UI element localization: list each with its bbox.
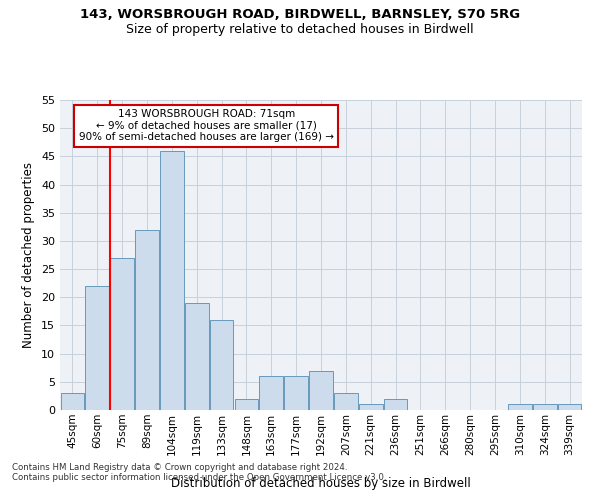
Text: Contains public sector information licensed under the Open Government Licence v3: Contains public sector information licen… [12, 474, 386, 482]
Text: Size of property relative to detached houses in Birdwell: Size of property relative to detached ho… [126, 22, 474, 36]
Bar [160, 150, 184, 410]
Bar [558, 404, 581, 410]
Bar [284, 376, 308, 410]
Bar [185, 303, 209, 410]
Bar [235, 398, 258, 410]
Text: 143, WORSBROUGH ROAD, BIRDWELL, BARNSLEY, S70 5RG: 143, WORSBROUGH ROAD, BIRDWELL, BARNSLEY… [80, 8, 520, 20]
Bar [508, 404, 532, 410]
Bar [85, 286, 109, 410]
Text: Contains HM Land Registry data © Crown copyright and database right 2024.: Contains HM Land Registry data © Crown c… [12, 464, 347, 472]
Y-axis label: Number of detached properties: Number of detached properties [22, 162, 35, 348]
Bar [61, 393, 84, 410]
Text: 143 WORSBROUGH ROAD: 71sqm
← 9% of detached houses are smaller (17)
90% of semi-: 143 WORSBROUGH ROAD: 71sqm ← 9% of detac… [79, 110, 334, 142]
Bar [135, 230, 159, 410]
Bar [533, 404, 557, 410]
Bar [359, 404, 383, 410]
Bar [334, 393, 358, 410]
Bar [110, 258, 134, 410]
Bar [259, 376, 283, 410]
Text: Distribution of detached houses by size in Birdwell: Distribution of detached houses by size … [171, 477, 471, 490]
Bar [210, 320, 233, 410]
Bar [384, 398, 407, 410]
Bar [309, 370, 333, 410]
